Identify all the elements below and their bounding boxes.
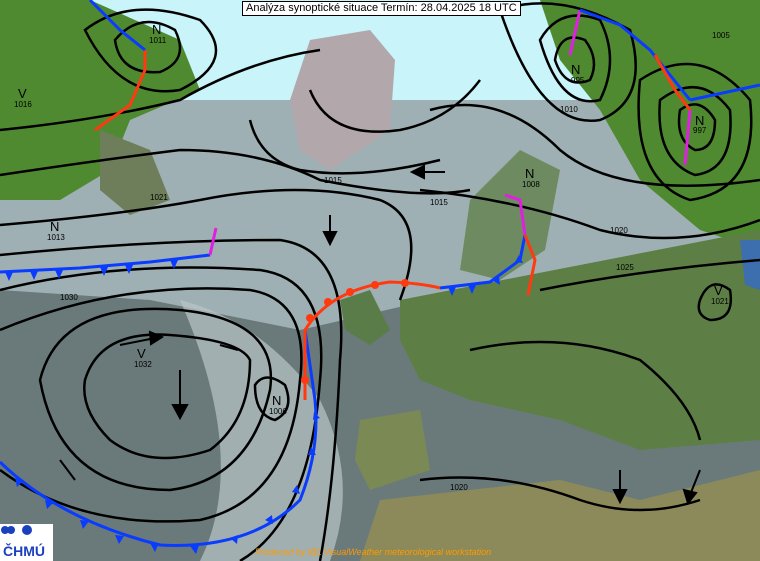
land-europe [400, 230, 760, 450]
cold-front-canada [88, 0, 146, 52]
land-british-isles [340, 290, 390, 345]
chmu-logo: ČHMÚ [0, 524, 53, 561]
cold-front-north-sea [439, 234, 527, 290]
wind-arrow-head-icon [409, 164, 425, 180]
cold-front-russia-east [689, 83, 760, 102]
low-marker: N [272, 393, 281, 408]
high-marker: V [137, 346, 146, 361]
low-marker: N [695, 113, 704, 128]
isobar [419, 476, 701, 512]
wind-arrow-icon [59, 459, 76, 481]
isobar [0, 48, 321, 132]
land-iberia [355, 410, 430, 490]
warm-front-canada [94, 50, 147, 132]
wind-arrow-icon [219, 344, 239, 351]
isobar [0, 287, 303, 523]
isobar [677, 103, 717, 152]
map-title: Analýza synoptické situace Termín: 28.04… [242, 1, 521, 16]
wind-arrow-icon [119, 337, 156, 346]
warm-front-atlantic [303, 280, 441, 400]
logo-mark-icon [1, 525, 32, 535]
isobar [113, 20, 182, 74]
pressure-value: 1006 [269, 407, 287, 416]
isobar [0, 148, 471, 195]
wind-arrow-head-icon [682, 488, 698, 506]
occluded-front-russia [683, 109, 692, 166]
cold-front-atlantic [0, 329, 318, 547]
isobar-label: 1015 [324, 176, 342, 185]
isobar-label: 1025 [616, 263, 634, 272]
isobar [248, 119, 441, 175]
isobar-label: 1015 [430, 198, 448, 207]
wind-arrow-icon [689, 469, 701, 496]
cold-front-russia [579, 8, 692, 101]
isobar [637, 62, 753, 202]
land-labrador [100, 130, 170, 215]
warm-front-russia [653, 54, 692, 111]
isobar [658, 85, 732, 177]
caspian-sea [740, 240, 760, 290]
low-marker: N [571, 62, 580, 77]
high-marker: V [18, 86, 27, 101]
occluded-front-barents [568, 9, 582, 56]
wind-arrow-head-icon [322, 231, 338, 247]
isobar-label: 1030 [60, 293, 78, 302]
isobar [429, 103, 760, 187]
pressure-value: 1032 [134, 360, 152, 369]
isobar-label: 1010 [560, 105, 578, 114]
occluded-front-west [208, 227, 218, 256]
pressure-value: 1011 [149, 36, 167, 45]
pressure-centers: V 1016 N 1011 N 995 N 997 N 1008 V 1021 … [14, 22, 729, 416]
isobar-labels: 1021 1015 1010 1005 1020 1025 1030 1015 … [60, 31, 730, 492]
low-marker: N [50, 219, 59, 234]
isobar [0, 266, 323, 561]
isobar-label: 1020 [610, 226, 628, 235]
isobar [469, 340, 702, 441]
pressure-value: 995 [571, 76, 585, 85]
wind-arrows [59, 164, 701, 506]
high-marker: V [714, 283, 723, 298]
wind-arrow-head-icon [612, 489, 628, 505]
warm-front-scandinavia [523, 234, 537, 296]
credit-text: Produced by IBL VisualWeather meteorolog… [255, 547, 492, 557]
pressure-value: 1021 [711, 297, 729, 306]
occluded-front-scandinavia [504, 193, 527, 236]
isobar [538, 14, 612, 103]
land-north-america [0, 0, 200, 200]
isobar-label: 1021 [150, 193, 168, 202]
isobar [419, 188, 760, 240]
isobar-label: 1020 [450, 483, 468, 492]
cold-front-west [0, 253, 211, 274]
pressure-value: 1016 [14, 100, 32, 109]
logo-text: ČHMÚ [3, 543, 45, 559]
land-greenland [290, 30, 395, 170]
land-scandinavia [460, 150, 560, 280]
isobar [553, 36, 596, 84]
isobar [498, 2, 637, 123]
isobar [83, 8, 218, 93]
land-africa [360, 470, 760, 561]
isobar [697, 283, 733, 322]
warm-front-semicircles [301, 279, 409, 384]
isobar [0, 188, 413, 301]
isobar [539, 258, 760, 292]
low-marker: N [152, 22, 161, 37]
pressure-value: 1008 [522, 180, 540, 189]
wind-arrow-head-icon [171, 404, 189, 421]
isobar-label: 1005 [712, 31, 730, 40]
low-marker: N [525, 166, 534, 181]
isobar [253, 376, 290, 422]
pressure-value: 997 [693, 126, 707, 135]
wind-arrow-head-icon [148, 330, 165, 346]
isobar [38, 307, 273, 492]
isobar [308, 79, 481, 133]
isobar [0, 238, 343, 561]
pressure-value: 1013 [47, 233, 65, 242]
